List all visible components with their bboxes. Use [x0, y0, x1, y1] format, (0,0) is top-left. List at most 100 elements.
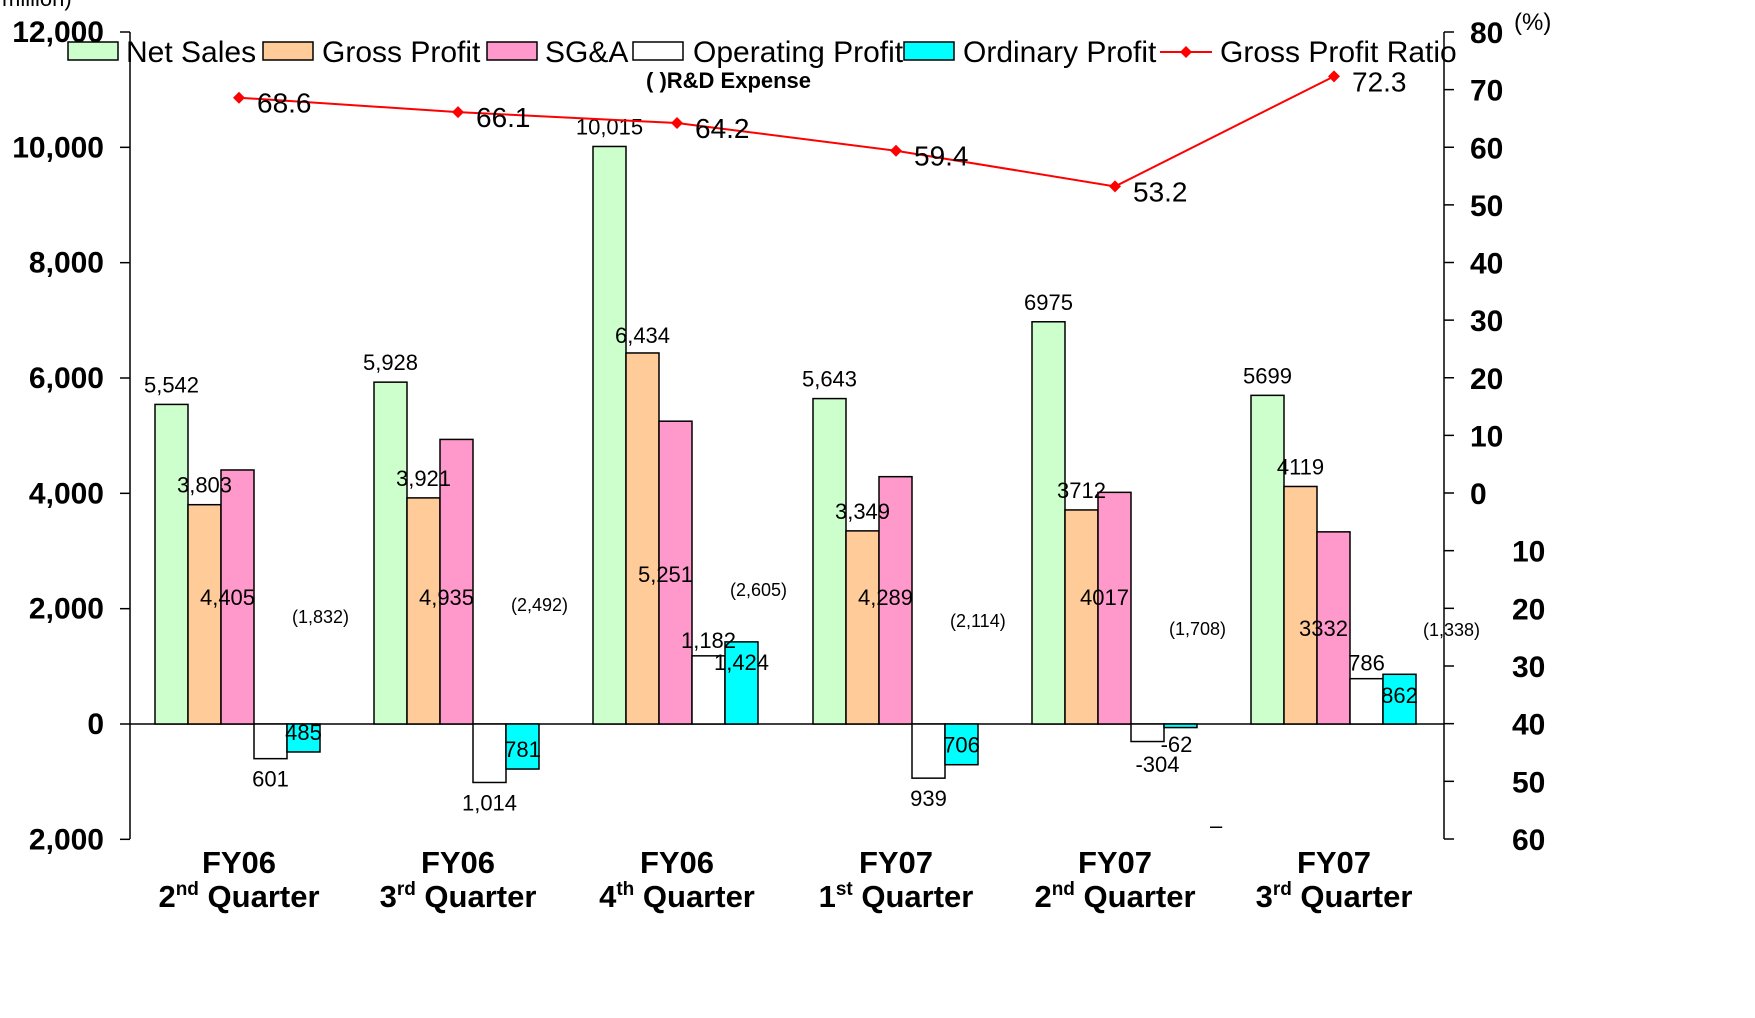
legend-label: Gross Profit — [322, 36, 481, 69]
category-label-quarter: 1st Quarter — [819, 879, 974, 914]
right-axis-tick-label: 10 — [1512, 536, 1545, 569]
bar-operating-profit — [1349, 677, 1384, 725]
bar-ordinary-profit — [1382, 673, 1417, 725]
gross-profit-ratio-line — [238, 75, 1335, 188]
units-label: million) — [2, 0, 72, 11]
bar-sg-a — [439, 438, 474, 725]
left-axis-tick-label: 6,000 — [29, 362, 104, 395]
bar-ordinary-profit — [505, 723, 540, 770]
bar-value-label: -62 — [1161, 732, 1193, 757]
bar-value-label: 786 — [1348, 651, 1385, 676]
bar-operating-profit — [1130, 723, 1165, 743]
bar-net-sales — [154, 403, 189, 725]
legend-label: Net Sales — [126, 36, 256, 69]
bar-ordinary-profit — [944, 723, 979, 766]
category-label-year: FY07 — [859, 845, 933, 880]
bar-net-sales — [1031, 321, 1066, 725]
bar-value-label: 4119 — [1277, 454, 1324, 479]
category-label-year: FY07 — [1297, 845, 1371, 880]
right-axis-tick-label: 80 — [1470, 17, 1503, 50]
bar-value-label: 4017 — [1080, 585, 1129, 610]
category-label-quarter: 3rd Quarter — [380, 879, 537, 914]
ratio-value-label: 72.3 — [1352, 66, 1407, 97]
bar-gross-profit — [1283, 485, 1318, 725]
bar-operating-profit — [253, 723, 288, 760]
right-axis-tick-label: 40 — [1512, 709, 1545, 742]
bar-value-label: 3332 — [1299, 616, 1348, 641]
bars-group — [154, 145, 1417, 784]
bar-value-label: 939 — [910, 786, 947, 811]
bar-sg-a — [878, 475, 913, 725]
left-axis-tick-label: 4,000 — [29, 477, 104, 510]
category-label-quarter: 4th Quarter — [599, 879, 755, 914]
bar-value-label: 4,935 — [419, 585, 474, 610]
legend-label: SG&A — [545, 36, 628, 69]
bar-sg-a — [1097, 491, 1132, 725]
legend-swatch — [262, 41, 314, 61]
bar-net-sales — [812, 397, 847, 725]
category-label-year: FY06 — [640, 845, 714, 880]
bar-value-label: 862 — [1381, 683, 1418, 708]
right-axis-tick-label: 60 — [1512, 824, 1545, 857]
bar-net-sales — [592, 145, 627, 725]
right-axis-tick-label: 50 — [1512, 766, 1545, 799]
bar-gross-profit — [187, 503, 222, 725]
category-label-year: FY06 — [202, 845, 276, 880]
right-axis-tick-label: 30 — [1470, 305, 1503, 338]
bar-operating-profit — [911, 723, 946, 779]
bar-value-label: 1,182 — [681, 628, 736, 653]
rd-expense-label: (2,492) — [511, 595, 568, 615]
category-label-quarter: 2nd Quarter — [158, 879, 319, 914]
legend-label: Ordinary Profit — [963, 36, 1157, 69]
category-label-quarter: 3rd Quarter — [1256, 879, 1413, 914]
bar-value-label: -304 — [1135, 752, 1179, 777]
left-axis-tick-label: 8,000 — [29, 247, 104, 280]
bar-value-label: 5,643 — [802, 367, 857, 392]
bar-ordinary-profit — [286, 723, 321, 753]
right-axis-tick-label: 50 — [1470, 190, 1503, 223]
left-axis-tick-label: 10,000 — [12, 131, 104, 164]
right-axis-unit: (%) — [1514, 9, 1551, 36]
ratio-point-marker — [233, 91, 245, 104]
rd-expense-label: (1,708) — [1169, 619, 1226, 639]
left-axis-tick-label: 2,000 — [29, 823, 104, 856]
right-axis-tick-label: 20 — [1512, 593, 1545, 626]
ratio-value-label: 59.4 — [914, 141, 969, 172]
bar-sg-a — [1316, 531, 1351, 725]
bar-value-label: 4,289 — [858, 585, 913, 610]
legend-swatch — [903, 41, 955, 61]
bar-gross-profit — [406, 497, 441, 725]
left-axis-tick-label: 0 — [87, 708, 104, 741]
bar-value-label: 6975 — [1024, 290, 1073, 315]
category-label-quarter: 2nd Quarter — [1034, 879, 1195, 914]
ratio-value-label: 68.6 — [257, 88, 312, 119]
right-axis-tick-label: 40 — [1470, 248, 1503, 281]
bar-sg-a — [658, 420, 693, 725]
bar-value-label: 3,921 — [396, 466, 451, 491]
rd-expense-label: (2,114) — [950, 611, 1006, 631]
stray-mark: – — [1210, 813, 1223, 838]
legend-label: Operating Profit — [693, 36, 904, 69]
bar-ordinary-profit — [1163, 723, 1198, 729]
bar-operating-profit — [691, 655, 726, 725]
bar-value-label: 601 — [252, 767, 289, 792]
bar-value-label: 5,251 — [638, 562, 693, 587]
bar-value-label: 5,542 — [144, 372, 199, 397]
bar-value-label: 3712 — [1057, 478, 1106, 503]
bar-gross-profit — [1064, 509, 1099, 725]
category-label-year: FY07 — [1078, 845, 1152, 880]
bar-value-label: 3,803 — [177, 473, 232, 498]
bar-gross-profit — [845, 530, 880, 725]
ratio-value-label: 66.1 — [476, 102, 531, 133]
bar-value-label: 5699 — [1243, 363, 1292, 388]
bar-sg-a — [220, 469, 255, 725]
axes-group: 12,00010,0008,0006,0004,0002,00002,000mi… — [2, 0, 1551, 857]
right-axis-tick-label: 70 — [1470, 75, 1503, 108]
ratio-line-group: 68.6 66.1 64.2 59.4 53.2 72.3 — [233, 66, 1407, 207]
bar-net-sales — [1250, 394, 1285, 725]
ratio-point-marker — [890, 144, 902, 157]
category-label-year: FY06 — [421, 845, 495, 880]
bar-value-label: 1,424 — [714, 650, 769, 675]
bar-value-label: 781 — [504, 737, 541, 762]
ratio-point-marker — [452, 106, 464, 119]
